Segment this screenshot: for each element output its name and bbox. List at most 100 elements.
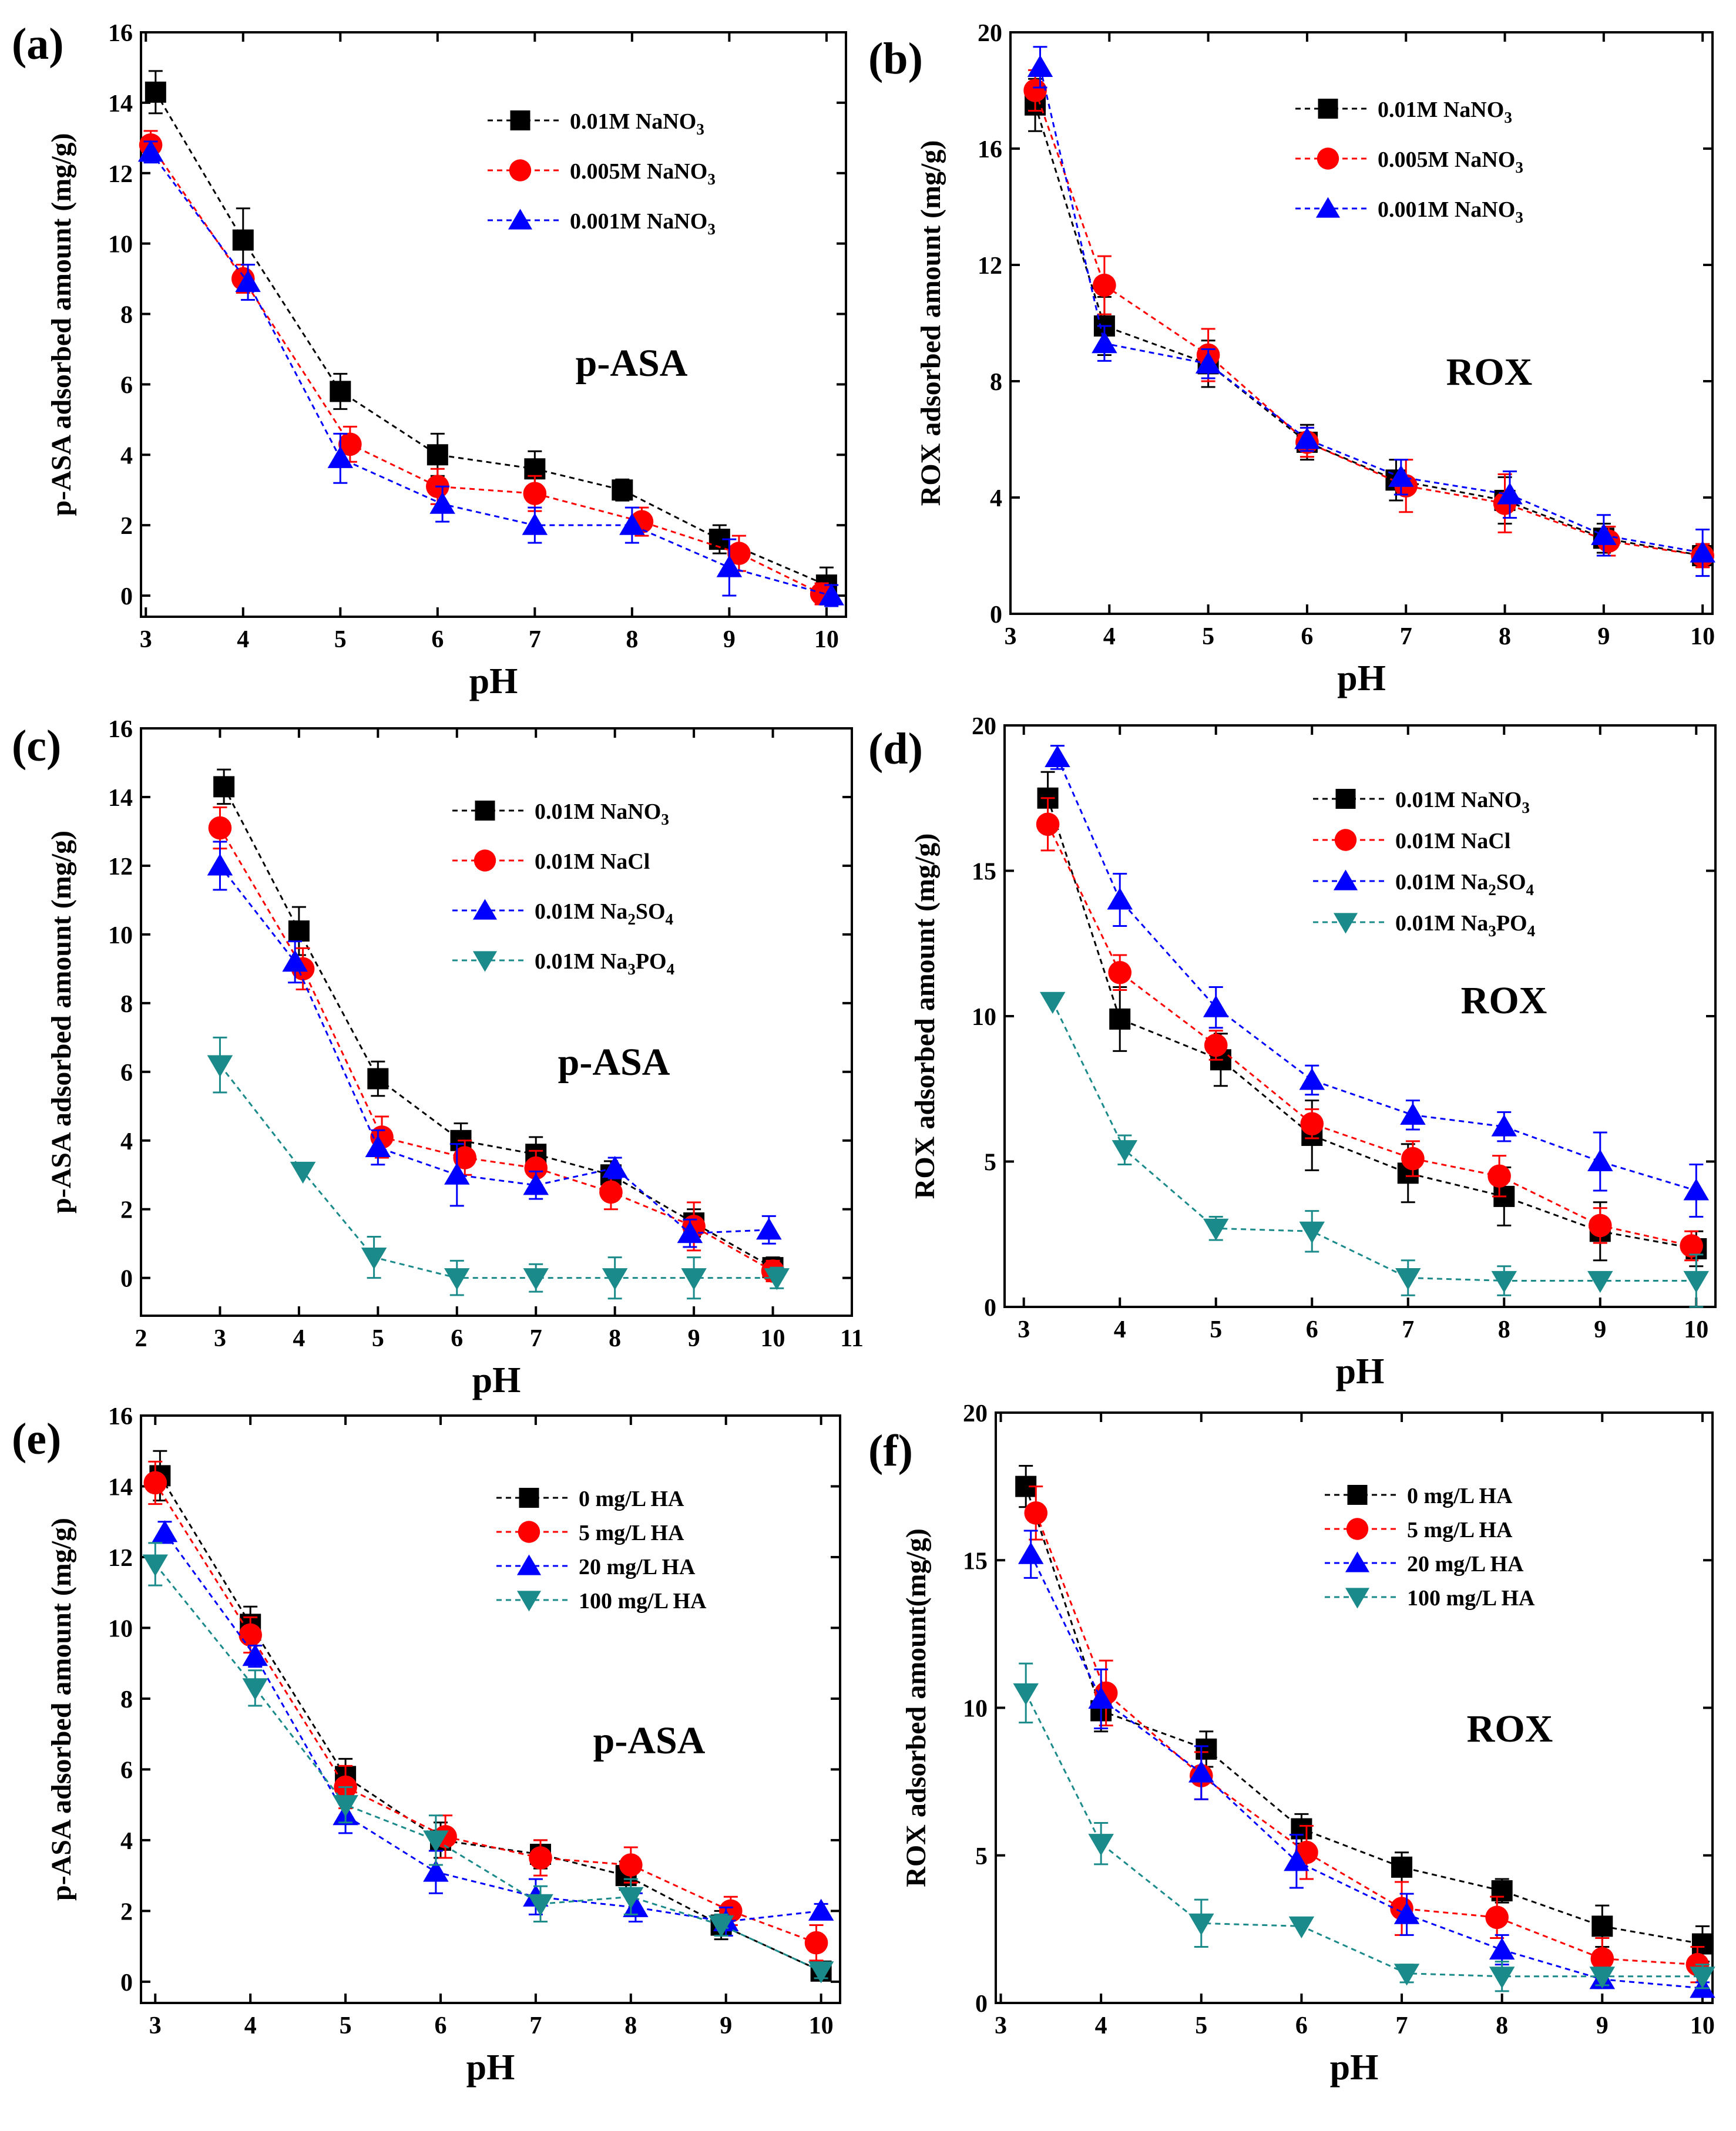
legend-entry: 0.005M NaNO3 [488, 159, 716, 188]
series-2 [207, 841, 782, 1248]
y-tick-label: 8 [120, 302, 133, 329]
legend-label-sub: 3 [627, 960, 636, 978]
series-line [159, 1475, 822, 1972]
legend-label-sub: 3 [1522, 799, 1530, 816]
x-tick-label: 5 [372, 1325, 384, 1352]
y-tick-label: 10 [972, 1004, 996, 1031]
data-point [327, 446, 354, 468]
data-point [152, 1520, 178, 1542]
data-point [142, 1554, 169, 1577]
legend-entry: 20 mg/L HA [496, 1554, 696, 1579]
y-axis-label: p-ASA adsorbed amount (mg/g) [46, 1518, 77, 1901]
legend-label-main: 0.01M Na [1395, 870, 1488, 895]
data-point [612, 479, 633, 501]
data-point [599, 1180, 623, 1204]
series-2 [137, 140, 844, 607]
legend-label: 0.005M NaNO3 [1378, 147, 1523, 176]
x-tick-label: 6 [451, 1325, 463, 1352]
data-point [137, 140, 164, 162]
y-tick-label: 12 [108, 1545, 133, 1572]
plot-frame [140, 31, 847, 618]
series-line [1025, 1486, 1703, 1945]
data-point [1487, 1164, 1511, 1188]
y-tick-label: 16 [108, 1403, 133, 1430]
legend-label-main: 0 mg/L HA [1407, 1484, 1513, 1508]
data-point [681, 1268, 707, 1290]
x-tick-label: 8 [609, 1325, 621, 1352]
x-tick-label: 6 [435, 2012, 447, 2039]
panel-b: 3 4 5 6 7 8 9 10 0 4 8 12 16 20 pH ROX adsorbed amount … [868, 20, 1715, 698]
y-tick-label: 20 [963, 1400, 988, 1427]
data-point [619, 1853, 643, 1877]
legend-label-suffix: SO [636, 899, 666, 924]
panel-annotation: p-ASA [558, 1041, 670, 1084]
panel-annotation: p-ASA [593, 1719, 706, 1762]
legend-label-sub: 3 [707, 170, 716, 188]
data-point [429, 492, 455, 514]
panel-label: (f) [868, 1426, 913, 1475]
y-tick-label: 12 [108, 161, 133, 188]
data-point [1092, 331, 1117, 354]
legend-label: 0.01M Na2SO4 [1395, 870, 1534, 899]
data-point [1112, 1140, 1138, 1162]
data-point [242, 1678, 268, 1700]
data-point [1393, 1902, 1420, 1924]
data-point [444, 1162, 470, 1185]
data-point [1013, 1683, 1039, 1706]
y-tick-label: 0 [120, 583, 133, 610]
data-point [1188, 1913, 1214, 1936]
x-tick-label: 6 [1295, 2012, 1308, 2039]
panel-a: 3 4 5 6 7 8 9 10 0 2 4 6 8 10 12 14 16 pH p-ASA adsorbed a… [12, 19, 847, 701]
legend-entry: 0.01M NaCl [452, 849, 650, 874]
legend-label-main: 20 mg/L HA [1407, 1552, 1524, 1577]
legend-marker [1318, 99, 1338, 119]
legend-marker [519, 1488, 539, 1508]
y-tick-label: 4 [120, 442, 133, 469]
y-tick-label: 6 [120, 1757, 133, 1784]
legend-label-sub: 3 [707, 220, 716, 238]
data-point [1401, 1147, 1425, 1171]
data-point [677, 1221, 703, 1243]
series-line [1034, 105, 1703, 557]
legend-label-main: 0.01M NaNO [535, 799, 661, 824]
y-tick-label: 14 [108, 90, 133, 117]
legend-entry: 0.01M Na2SO4 [1313, 869, 1534, 899]
y-tick-label: 6 [120, 372, 133, 399]
data-point [1400, 1103, 1426, 1125]
data-point [365, 1135, 391, 1158]
data-point [213, 776, 235, 798]
x-tick-label: 4 [1103, 623, 1116, 650]
x-tick-label: 5 [340, 2012, 352, 2039]
data-point [523, 1268, 549, 1290]
data-point [427, 444, 448, 466]
y-tick-label: 5 [984, 1149, 996, 1177]
data-point [808, 1898, 834, 1921]
legend-label-main: 5 mg/L HA [1407, 1518, 1513, 1542]
legend-entry: 20 mg/L HA [1325, 1551, 1524, 1577]
panel-label: (c) [12, 721, 61, 771]
data-point [1690, 1967, 1715, 1989]
x-tick-label: 7 [1402, 1316, 1414, 1343]
x-tick-label: 10 [761, 1325, 785, 1352]
legend-label-suffix: SO [1496, 870, 1526, 895]
legend-marker [1334, 829, 1357, 851]
x-tick-label: 10 [809, 2012, 834, 2039]
panel-label: (d) [868, 724, 923, 774]
legend-label-sub: 2 [627, 910, 636, 928]
data-point [602, 1268, 628, 1290]
panel-label: (b) [868, 34, 923, 83]
legend-label-sub: 3 [1504, 109, 1512, 126]
series-3 [142, 1542, 834, 1984]
data-point [1588, 1214, 1612, 1238]
y-tick-label: 2 [120, 513, 133, 540]
data-point [618, 1887, 644, 1909]
data-point [207, 1055, 233, 1077]
y-tick-label: 14 [108, 1474, 133, 1501]
panel-label: (e) [12, 1414, 61, 1464]
legend-label-sub: 3 [1515, 159, 1523, 176]
data-point [528, 1894, 553, 1917]
legend-label: 0.01M NaNO3 [1378, 98, 1512, 126]
x-tick-label: 11 [840, 1325, 864, 1352]
y-tick-label: 16 [108, 716, 133, 743]
legend-entry: 0 mg/L HA [1325, 1484, 1513, 1508]
